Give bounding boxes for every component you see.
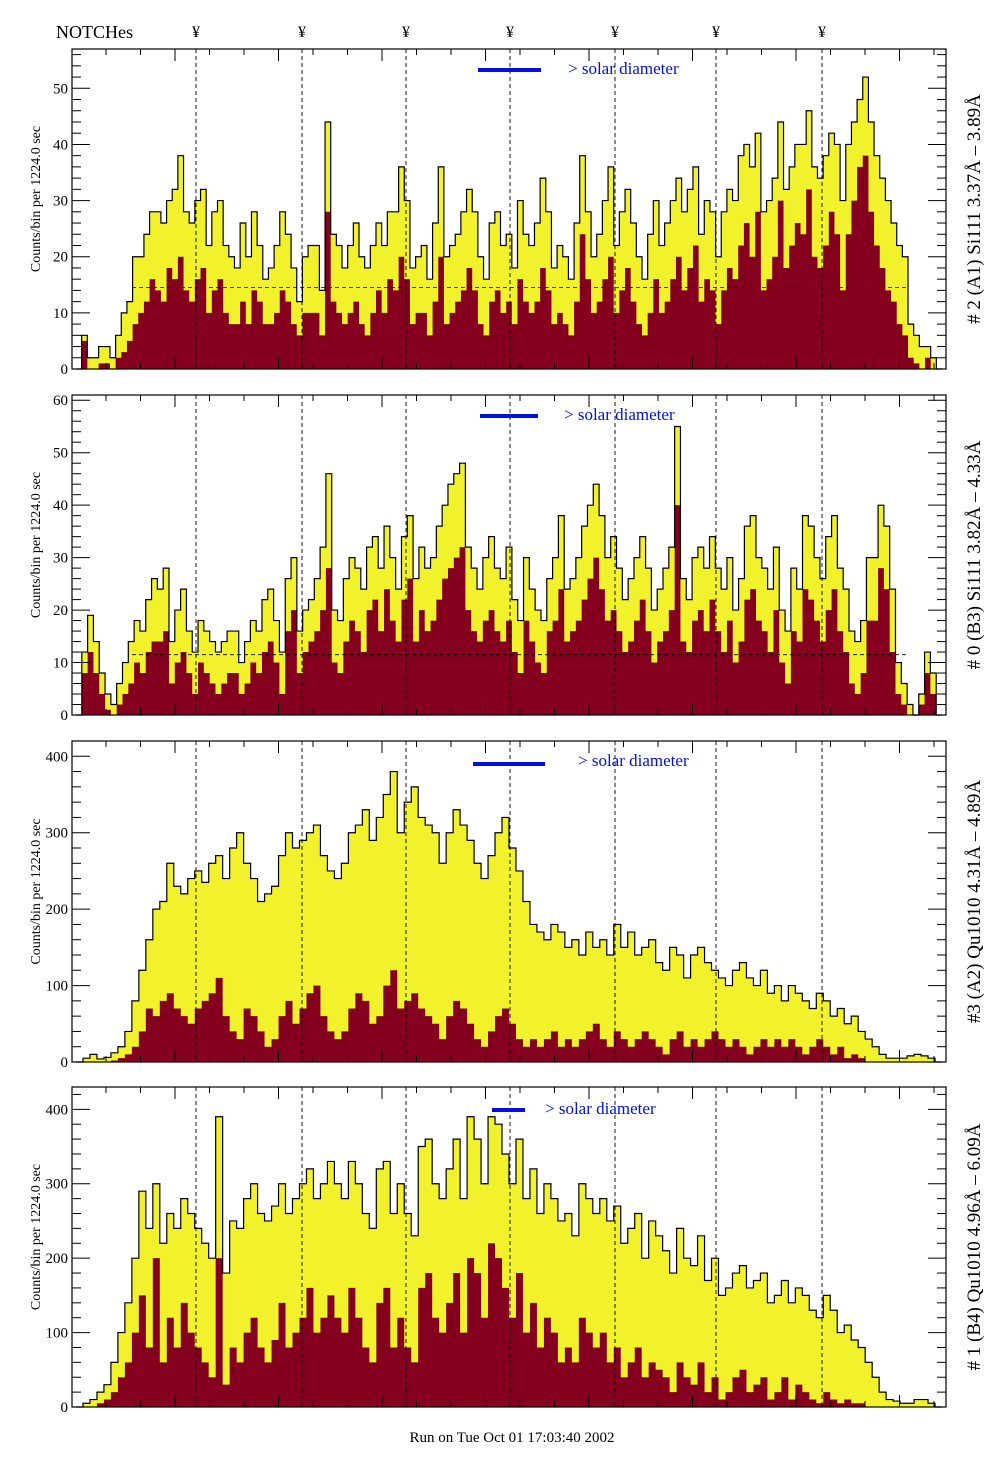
plot-frame (71, 394, 947, 716)
legend-label: > solar diameter (545, 1099, 656, 1118)
y-tick-label: 10 (53, 656, 68, 672)
plot-frame (71, 740, 947, 1063)
y-tick-label: 100 (46, 1326, 69, 1342)
panel-title: # 2 (A1) Si111 3.37Å – 3.89Å (964, 94, 985, 324)
y-tick-label: 60 (53, 393, 68, 409)
notch-symbol: ¥ (298, 24, 306, 41)
y-tick-label: 30 (53, 551, 68, 567)
panel-title: #3 (A2) Qu1010 4.31Å – 4.89Å (964, 780, 985, 1024)
panel-third: 0 100 200 300 400 Counts/bin per 1224.0 sec #3… (29, 740, 985, 1071)
notch-symbol: ¥ (192, 24, 200, 41)
y-tick-label: 50 (53, 81, 68, 97)
notches-label: NOTCHes (56, 22, 133, 42)
y-tick-label: 40 (53, 498, 68, 514)
y-tick-label: 50 (53, 446, 68, 462)
plot-frame (71, 48, 947, 370)
y-tick-label: 0 (61, 1055, 69, 1071)
plot-frame (71, 1086, 947, 1408)
y-tick-label: 300 (46, 826, 69, 842)
panel-second: 0 10 20 30 40 50 60 Counts/bin per 1224.0 sec # … (29, 393, 985, 724)
y-tick-label: 0 (61, 1400, 69, 1416)
y-tick-label: 20 (53, 250, 68, 266)
total-counts-outline (76, 770, 942, 1063)
above-solar-diameter-fill (76, 970, 942, 1062)
total-counts-outline (76, 425, 942, 716)
y-axis-label: Counts/bin per 1224.0 sec (29, 472, 44, 618)
y-tick-label: 0 (61, 362, 69, 378)
panel-title: # 0 (B3) Si111 3.82Å – 4.33Å (964, 440, 985, 669)
notch-symbol: ¥ (506, 24, 514, 41)
y-tick-label: 400 (46, 1102, 69, 1118)
y-axis-label: Counts/bin per 1224.0 sec (29, 818, 44, 964)
panel-top: 0 10 20 30 40 50 Counts/bin per 1224.0 sec # 2 … (29, 48, 985, 378)
y-tick-label: 200 (46, 902, 69, 918)
y-tick-label: 30 (53, 194, 68, 210)
y-tick-label: 200 (46, 1251, 69, 1267)
legend-label: > solar diameter (568, 59, 679, 78)
y-tick-label: 10 (53, 306, 68, 322)
above-solar-diameter-fill (76, 1243, 942, 1407)
y-tick-label: 0 (61, 708, 69, 724)
legend-label: > solar diameter (578, 751, 689, 770)
y-axis-label: Counts/bin per 1224.0 sec (29, 1164, 44, 1310)
panel-bottom: 0 100 200 300 400 Counts/bin per 1224.0 sec # … (29, 1086, 985, 1416)
panel-title: # 1 (B4) Qu1010 4.96Å – 6.09Å (964, 1123, 985, 1370)
above-solar-diameter-fill (76, 155, 942, 369)
notch-symbol: ¥ (402, 24, 410, 41)
above-solar-diameter-fill (76, 505, 942, 715)
y-tick-label: 20 (53, 603, 68, 619)
notch-symbol: ¥ (611, 24, 619, 41)
total-counts-outline (76, 76, 942, 370)
total-counts-outline (76, 1116, 942, 1408)
notch-symbol: ¥ (818, 24, 826, 41)
y-tick-label: 400 (46, 749, 69, 765)
y-tick-label: 300 (46, 1177, 69, 1193)
legend-label: > solar diameter (564, 405, 675, 424)
run-timestamp: Run on Tue Oct 01 17:03:40 2002 (409, 1430, 614, 1446)
y-tick-label: 40 (53, 137, 68, 153)
y-axis-label: Counts/bin per 1224.0 sec (29, 126, 44, 272)
y-tick-label: 100 (46, 979, 69, 995)
notch-symbol: ¥ (712, 24, 720, 41)
panels: 0 10 20 30 40 50 Counts/bin per 1224.0 sec # 2 … (29, 48, 985, 1416)
notch-markers: ¥ ¥ ¥ ¥ ¥ ¥ ¥ (192, 24, 826, 41)
